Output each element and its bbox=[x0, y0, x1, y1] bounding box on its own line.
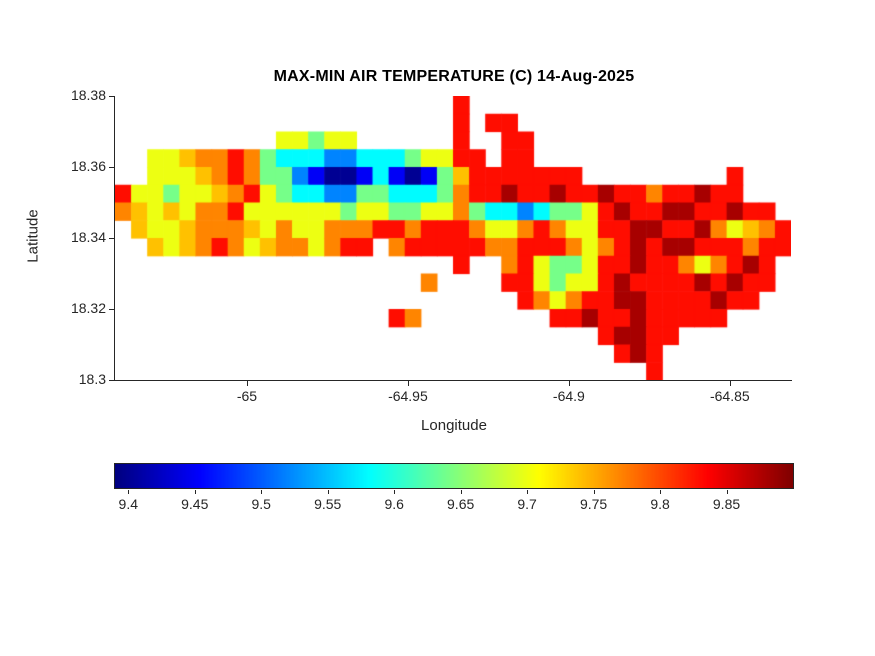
colorbar-tick-label: 9.85 bbox=[712, 496, 741, 512]
colorbar-tick-mark bbox=[195, 490, 196, 494]
colorbar-tick-mark bbox=[328, 490, 329, 494]
y-tick-label: 18.36 bbox=[70, 158, 106, 174]
x-axis-label: Longitude bbox=[421, 417, 487, 434]
colorbar-tick-mark bbox=[394, 490, 395, 494]
x-tick-label: -65 bbox=[236, 388, 258, 404]
x-tick-mark bbox=[247, 381, 248, 386]
colorbar-tick-label: 9.75 bbox=[579, 496, 608, 512]
colorbar bbox=[114, 463, 794, 489]
colorbar-tick-label: 9.4 bbox=[118, 496, 139, 512]
x-tick-mark bbox=[408, 381, 409, 386]
colorbar-tick-mark bbox=[727, 490, 728, 494]
x-axis-line bbox=[114, 380, 792, 381]
temperature-heatmap-canvas bbox=[115, 96, 791, 380]
x-tick-label: -64.85 bbox=[709, 388, 750, 404]
colorbar-tick-mark bbox=[128, 490, 129, 494]
colorbar-tick-label: 9.65 bbox=[447, 496, 475, 512]
colorbar-tick-label: 9.5 bbox=[251, 496, 271, 512]
colorbar-tick-label: 9.45 bbox=[181, 496, 209, 512]
y-axis-line bbox=[114, 96, 115, 381]
colorbar-tick-label: 9.55 bbox=[314, 496, 342, 512]
y-tick-mark bbox=[109, 238, 114, 239]
colorbar-tick-mark bbox=[527, 490, 528, 494]
y-tick-label: 18.3 bbox=[78, 371, 106, 387]
x-tick-mark bbox=[569, 381, 570, 386]
colorbar-tick-mark bbox=[261, 490, 262, 494]
colorbar-tick-mark bbox=[594, 490, 595, 494]
x-tick-mark bbox=[730, 381, 731, 386]
colorbar-tick-mark bbox=[660, 490, 661, 494]
y-tick-label: 18.34 bbox=[70, 229, 106, 245]
colorbar-tick-label: 9.8 bbox=[650, 496, 670, 512]
y-tick-mark bbox=[109, 309, 114, 310]
chart-title: MAX-MIN AIR TEMPERATURE (C) 14-Aug-2025 bbox=[273, 68, 635, 85]
y-tick-label: 18.32 bbox=[70, 300, 106, 316]
colorbar-gradient-canvas bbox=[115, 464, 793, 488]
y-tick-mark bbox=[109, 380, 114, 381]
y-tick-label: 18.38 bbox=[70, 87, 106, 103]
x-tick-label: -64.9 bbox=[552, 388, 585, 404]
y-tick-mark bbox=[109, 96, 114, 97]
colorbar-tick-label: 9.7 bbox=[517, 496, 537, 512]
y-tick-mark bbox=[109, 167, 114, 168]
colorbar-tick-label: 9.6 bbox=[384, 496, 404, 512]
x-tick-label: -64.95 bbox=[388, 388, 428, 404]
colorbar-tick-mark bbox=[461, 490, 462, 494]
